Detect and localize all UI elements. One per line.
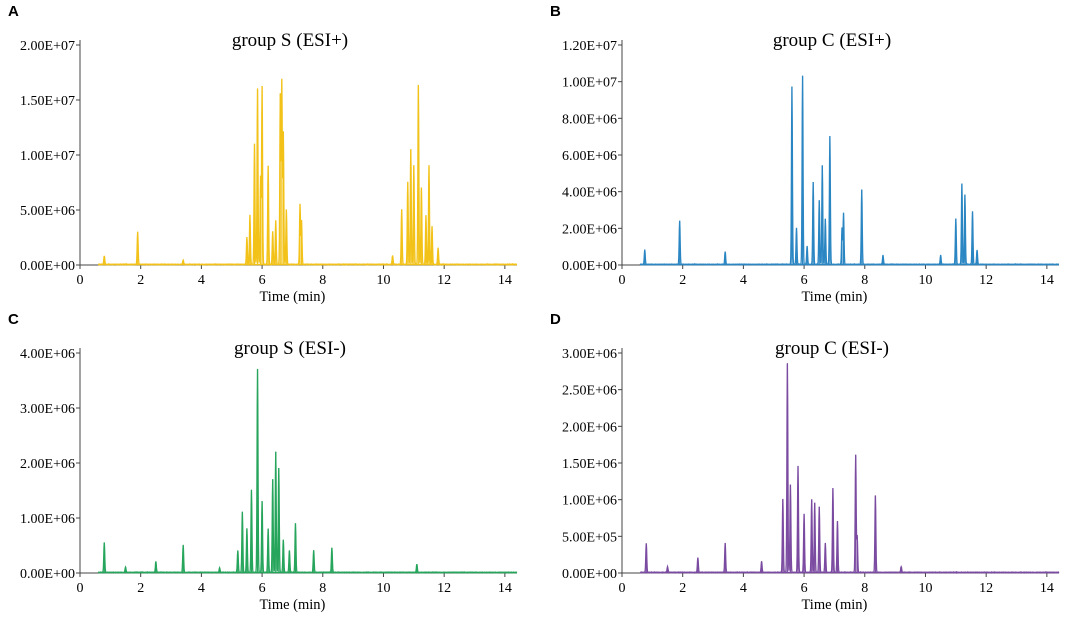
chart-title: group C (ESI-) — [775, 338, 889, 359]
x-tick-label: 4 — [740, 581, 747, 596]
y-tick-label: 1.00E+07 — [20, 149, 75, 164]
x-tick-label: 14 — [1040, 273, 1054, 288]
y-tick-label: 0.00E+00 — [20, 259, 75, 274]
y-tick-label: 4.00E+06 — [562, 186, 617, 201]
x-tick-label: 0 — [77, 273, 84, 288]
chromatogram-trace — [97, 368, 518, 574]
x-axis-label: Time (min) — [801, 597, 867, 613]
x-tick-label: 2 — [679, 273, 686, 288]
x-tick-label: 10 — [918, 581, 932, 596]
x-tick-label: 12 — [979, 273, 993, 288]
x-tick-label: 8 — [861, 581, 868, 596]
y-tick-label: 2.00E+07 — [20, 39, 75, 54]
x-tick-label: 6 — [259, 581, 266, 596]
x-axis-label: Time (min) — [259, 289, 325, 305]
x-tick-label: 8 — [319, 581, 326, 596]
x-tick-label: 2 — [137, 273, 144, 288]
y-tick-label: 5.00E+06 — [20, 204, 75, 219]
chromatogram-trace — [640, 363, 1060, 574]
x-tick-label: 8 — [319, 273, 326, 288]
x-tick-label: 8 — [861, 273, 868, 288]
panel-letter: C — [8, 311, 19, 328]
y-tick-label: 1.50E+07 — [20, 94, 75, 109]
x-tick-label: 0 — [619, 581, 626, 596]
x-tick-label: 14 — [498, 581, 512, 596]
x-tick-label: 4 — [198, 581, 205, 596]
y-tick-label: 0.00E+00 — [562, 567, 617, 582]
y-tick-label: 5.00E+05 — [562, 530, 617, 545]
x-tick-label: 12 — [979, 581, 993, 596]
x-tick-label: 4 — [198, 273, 205, 288]
x-tick-label: 6 — [801, 581, 808, 596]
x-tick-label: 0 — [77, 581, 84, 596]
y-tick-label: 3.00E+06 — [562, 347, 617, 362]
y-tick-label: 1.20E+07 — [562, 39, 617, 54]
x-tick-label: 10 — [918, 273, 932, 288]
y-tick-label: 0.00E+00 — [20, 567, 75, 582]
x-tick-label: 14 — [498, 273, 512, 288]
y-tick-label: 0.00E+00 — [562, 259, 617, 274]
chart-title: group S (ESI-) — [234, 338, 346, 359]
panel-letter: A — [8, 3, 19, 20]
y-tick-label: 2.50E+06 — [562, 384, 617, 399]
panel-letter: D — [550, 311, 561, 328]
y-tick-label: 8.00E+06 — [562, 112, 617, 127]
y-tick-label: 1.00E+06 — [562, 494, 617, 509]
y-tick-label: 6.00E+06 — [562, 149, 617, 164]
x-tick-label: 6 — [801, 273, 808, 288]
x-tick-label: 0 — [619, 273, 626, 288]
x-tick-label: 2 — [679, 581, 686, 596]
y-tick-label: 2.00E+06 — [562, 222, 617, 237]
x-tick-label: 10 — [376, 581, 390, 596]
y-tick-label: 2.00E+06 — [20, 457, 75, 472]
y-tick-label: 2.00E+06 — [562, 420, 617, 435]
x-tick-label: 2 — [137, 581, 144, 596]
y-tick-label: 1.00E+06 — [20, 512, 75, 527]
x-tick-label: 6 — [259, 273, 266, 288]
x-tick-label: 14 — [1040, 581, 1054, 596]
x-axis-label: Time (min) — [259, 597, 325, 613]
y-tick-label: 1.50E+06 — [562, 457, 617, 472]
panel-letter: B — [550, 3, 561, 20]
chart-title: group C (ESI+) — [773, 30, 891, 51]
x-tick-label: 10 — [376, 273, 390, 288]
x-tick-label: 12 — [437, 273, 451, 288]
chromatogram-trace — [639, 75, 1060, 266]
chart-title: group S (ESI+) — [232, 30, 348, 51]
x-tick-label: 4 — [740, 273, 747, 288]
x-axis-label: Time (min) — [801, 289, 867, 305]
y-tick-label: 4.00E+06 — [20, 347, 75, 362]
y-tick-label: 3.00E+06 — [20, 402, 75, 417]
chromatogram-trace — [97, 78, 518, 267]
y-tick-label: 1.00E+07 — [562, 76, 617, 91]
x-tick-label: 12 — [437, 581, 451, 596]
